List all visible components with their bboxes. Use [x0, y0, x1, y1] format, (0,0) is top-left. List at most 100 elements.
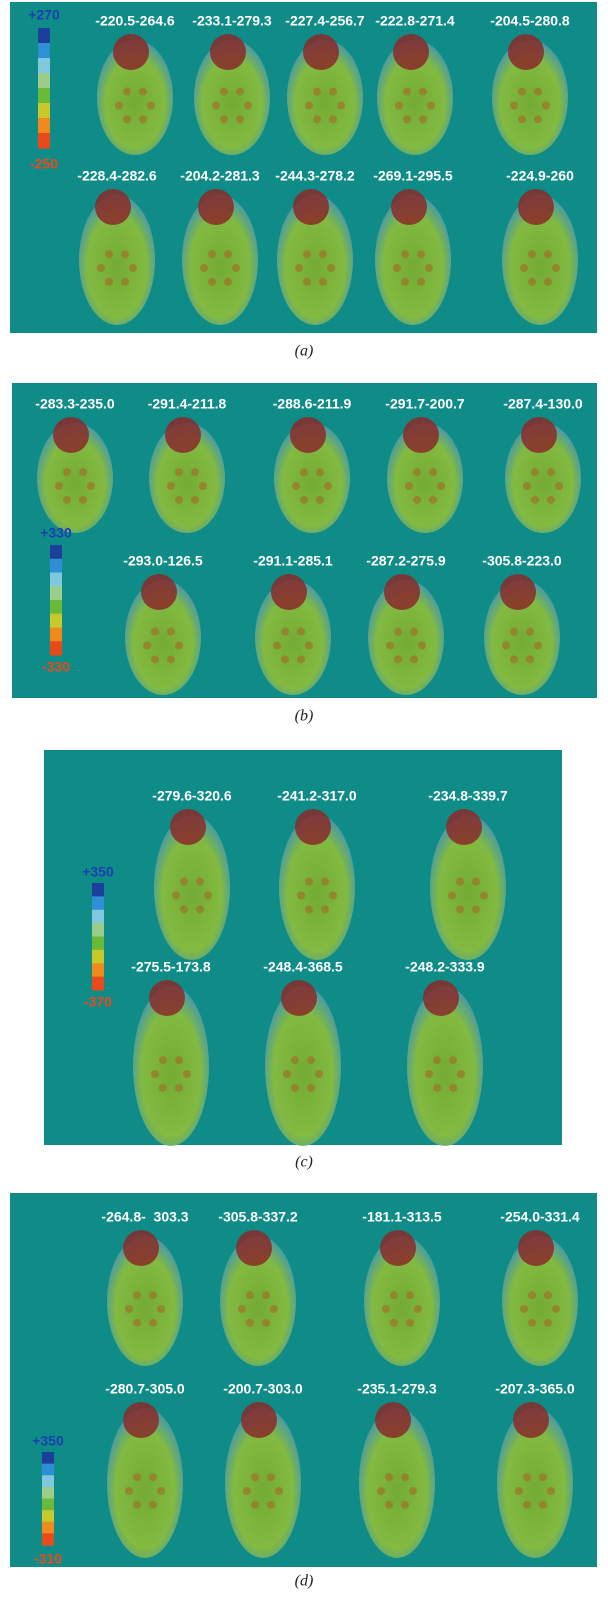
atom [539, 1473, 547, 1481]
atom [321, 905, 329, 913]
atom [297, 655, 305, 663]
atom [151, 1070, 159, 1078]
atom [196, 878, 204, 886]
atom [393, 264, 401, 272]
atom [409, 1487, 417, 1495]
negative-region [500, 574, 536, 610]
scale-segment [42, 1452, 54, 1464]
scale-segment [42, 1487, 54, 1499]
atom [267, 1501, 275, 1509]
figure: -220.5-264.6-233.1-279.3-227.4-256.7-222… [0, 0, 608, 1597]
negative-region [236, 1230, 272, 1266]
atom [251, 1501, 259, 1509]
atom [531, 468, 539, 476]
atom [457, 1070, 465, 1078]
atom [539, 1501, 547, 1509]
atom [425, 1070, 433, 1078]
atom [305, 878, 313, 886]
value-label: -279.6-320.6 [152, 788, 232, 804]
atom [167, 655, 175, 663]
atom [175, 1084, 183, 1092]
atom [313, 115, 321, 123]
scale-max: +350 [32, 1433, 64, 1449]
atom [329, 115, 337, 123]
atom [63, 496, 71, 504]
atom [281, 628, 289, 636]
value-label: -228.4-282.6 [77, 168, 157, 184]
atom [236, 88, 244, 96]
atom [129, 264, 137, 272]
atom [419, 115, 427, 123]
atom [167, 482, 175, 490]
scale-max: +350 [82, 864, 114, 880]
atom [123, 115, 131, 123]
atom [147, 102, 155, 110]
scale-segment [42, 1522, 54, 1534]
atom [528, 278, 536, 286]
negative-region [295, 809, 331, 845]
value-label: -234.8-339.7 [428, 788, 508, 804]
atom [180, 878, 188, 886]
negative-region [384, 574, 420, 610]
scale-segment [38, 73, 50, 89]
atom [472, 878, 480, 886]
atom [427, 102, 435, 110]
scale-segment [42, 1510, 54, 1522]
atom [534, 115, 542, 123]
atom [433, 1084, 441, 1092]
atom [316, 496, 324, 504]
atom [410, 655, 418, 663]
value-label: -254.0-331.4 [500, 1209, 580, 1225]
atom [238, 1305, 246, 1313]
atom [425, 264, 433, 272]
atom [518, 115, 526, 123]
atom [401, 1473, 409, 1481]
scale-segment [92, 896, 104, 910]
atom [403, 88, 411, 96]
atom [433, 1056, 441, 1064]
value-label: -283.3-235.0 [35, 396, 115, 412]
atom [208, 278, 216, 286]
atom [437, 482, 445, 490]
value-label: -233.1-279.3 [192, 13, 272, 29]
atom [394, 655, 402, 663]
value-label: -204.2-281.3 [180, 168, 260, 184]
value-label: -305.8-223.0 [482, 553, 562, 569]
atom [324, 482, 332, 490]
atom [319, 278, 327, 286]
scale-segment [38, 103, 50, 119]
atom [386, 642, 394, 650]
atom [133, 1319, 141, 1327]
value-label: -227.4-256.7 [285, 13, 365, 29]
atom [528, 250, 536, 258]
atom [429, 468, 437, 476]
atom [149, 1473, 157, 1481]
scale-min: -250 [30, 156, 58, 172]
atom [303, 250, 311, 258]
atom [544, 1319, 552, 1327]
atom [544, 1291, 552, 1299]
atom [267, 1473, 275, 1481]
negative-region [290, 417, 326, 453]
atom [510, 655, 518, 663]
scale-max: +330 [40, 525, 72, 541]
atom [175, 468, 183, 476]
atom [191, 496, 199, 504]
atom [329, 88, 337, 96]
atom [292, 482, 300, 490]
atom [63, 468, 71, 476]
scale-min: -310 [34, 1551, 62, 1567]
atom [149, 1319, 157, 1327]
atom [246, 1319, 254, 1327]
atom [199, 482, 207, 490]
atom [405, 482, 413, 490]
atom [149, 1291, 157, 1299]
value-label: -220.5-264.6 [95, 13, 175, 29]
atom [262, 1319, 270, 1327]
atom [510, 628, 518, 636]
atom [270, 1305, 278, 1313]
value-label: -305.8-337.2 [218, 1209, 298, 1225]
atom [79, 468, 87, 476]
atom [151, 655, 159, 663]
atom [418, 642, 426, 650]
